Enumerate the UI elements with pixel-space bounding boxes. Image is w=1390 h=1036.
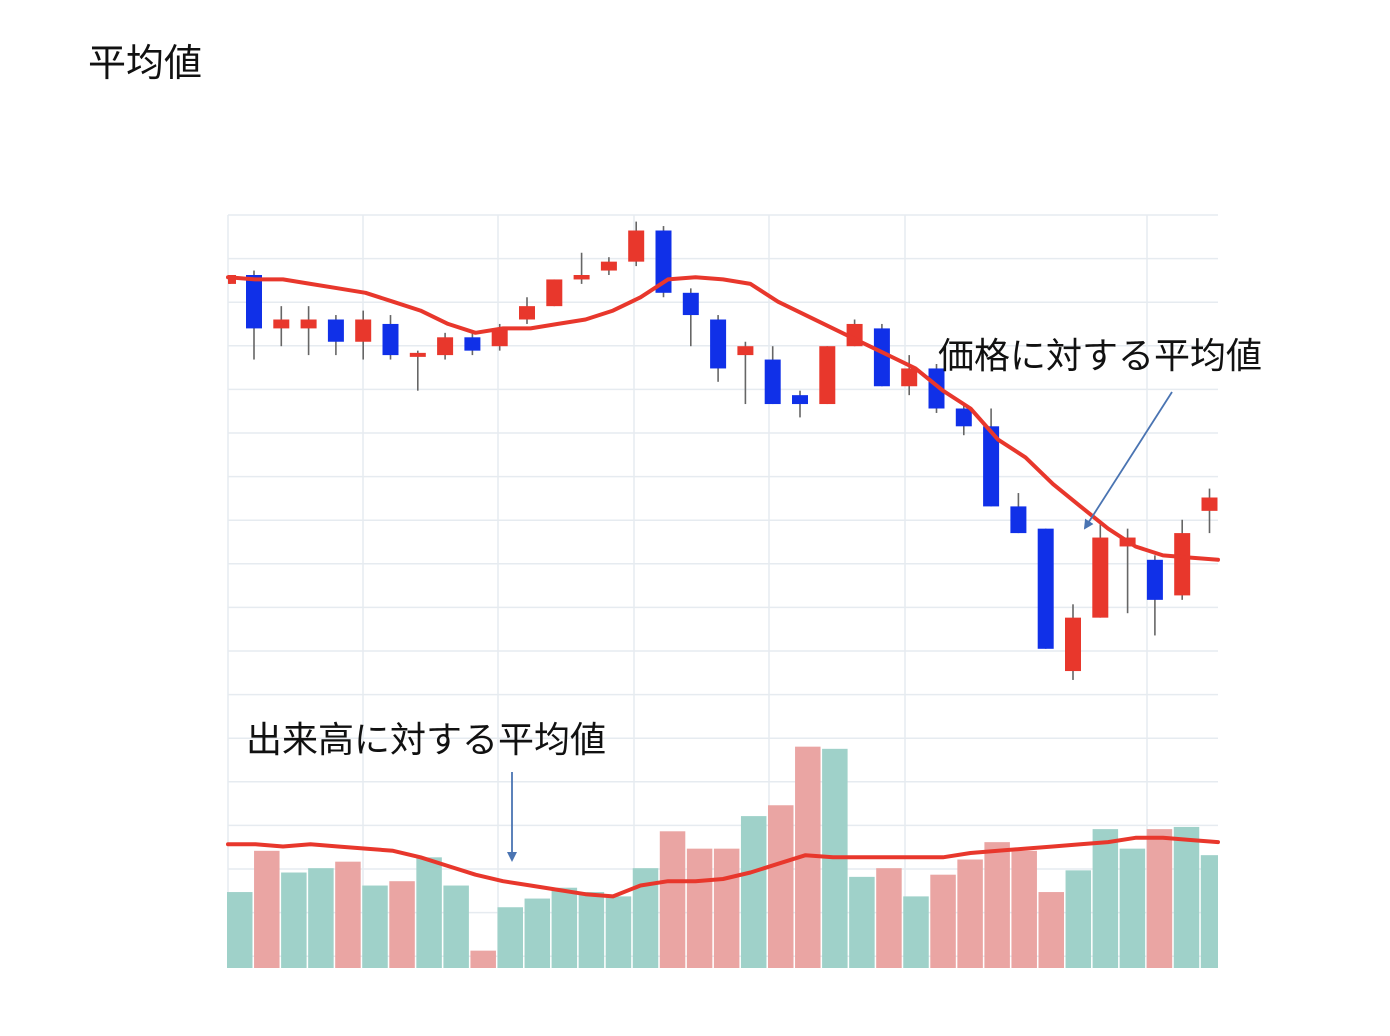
volume-bar (416, 857, 442, 968)
volume-bar (713, 848, 740, 968)
candle-body (355, 319, 372, 342)
candle-body (464, 337, 481, 351)
candle-body (1201, 497, 1218, 511)
volume-bar (768, 805, 794, 968)
price-ma-arrow (1083, 391, 1173, 530)
price-ma-series (226, 275, 1220, 562)
volume-bar (930, 874, 956, 968)
candle-body (819, 346, 836, 405)
slide-title: 平均値 (88, 41, 203, 85)
candle-body (437, 337, 454, 356)
volume-bar (903, 896, 929, 968)
volume-bar (740, 816, 767, 968)
volume-bar (470, 950, 496, 968)
candle-body (1174, 533, 1191, 596)
volume-bar (1146, 829, 1173, 968)
candle-body (1065, 617, 1081, 672)
volume-bars (227, 746, 1218, 968)
candle-body (710, 319, 727, 369)
volume-bar (524, 898, 551, 968)
candle-body (1037, 528, 1054, 649)
volume-bar (1038, 892, 1064, 968)
volume-bar (876, 868, 902, 968)
candle-body (1092, 537, 1109, 618)
candle-body (382, 323, 399, 356)
price-ma-label: 価格に対する平均値 (938, 336, 1262, 377)
candlesticks (228, 221, 1218, 680)
candle-body (519, 306, 535, 320)
candle-body (273, 319, 290, 329)
candle-body (1010, 506, 1027, 534)
candle-body (792, 395, 808, 405)
candle-body (573, 275, 590, 280)
volume-bar (443, 885, 469, 968)
candle-body (491, 328, 508, 347)
candle-body (628, 230, 645, 262)
volume-bar (1200, 855, 1218, 968)
volume-bar (281, 872, 307, 968)
price-ma-line (226, 275, 1220, 562)
volume-bar (686, 848, 713, 968)
volume-bar (254, 850, 280, 968)
candle-body (300, 319, 317, 329)
volume-bar (1092, 829, 1119, 968)
candle-body (955, 408, 972, 427)
volume-bar (362, 885, 388, 968)
volume-bar (335, 861, 361, 968)
candle-body (600, 261, 617, 271)
candle-body (1146, 559, 1163, 600)
candle-body (409, 352, 426, 357)
candle-body (983, 426, 1000, 507)
volume-bar (957, 859, 983, 968)
volume-bar (984, 842, 1010, 968)
volume-bar (659, 831, 686, 968)
candle-body (928, 368, 945, 409)
volume-bar (551, 887, 578, 968)
volume-bar (849, 876, 875, 968)
candle-body (327, 319, 344, 342)
candle-body (546, 279, 563, 307)
volume-bar (1065, 870, 1092, 968)
volume-bar (578, 892, 605, 968)
candle-body (901, 368, 918, 387)
volume-ma-series (226, 835, 1220, 899)
candle-body (246, 275, 262, 329)
volume-ma-line (226, 835, 1220, 899)
volume-bar (389, 881, 415, 968)
volume-bar (227, 892, 253, 968)
candle-body (737, 346, 754, 356)
volume-bar (1119, 848, 1146, 968)
candle-body (682, 292, 699, 316)
volume-bar (605, 896, 632, 968)
volume-bar (1011, 850, 1037, 968)
candle-body (764, 359, 781, 405)
candle-body (655, 230, 672, 293)
volume-bar (497, 907, 523, 968)
volume-ma-label: 出来高に対する平均値 (246, 720, 606, 761)
candle-body (873, 328, 890, 387)
volume-bar (1173, 826, 1200, 968)
volume-bar (308, 868, 334, 968)
